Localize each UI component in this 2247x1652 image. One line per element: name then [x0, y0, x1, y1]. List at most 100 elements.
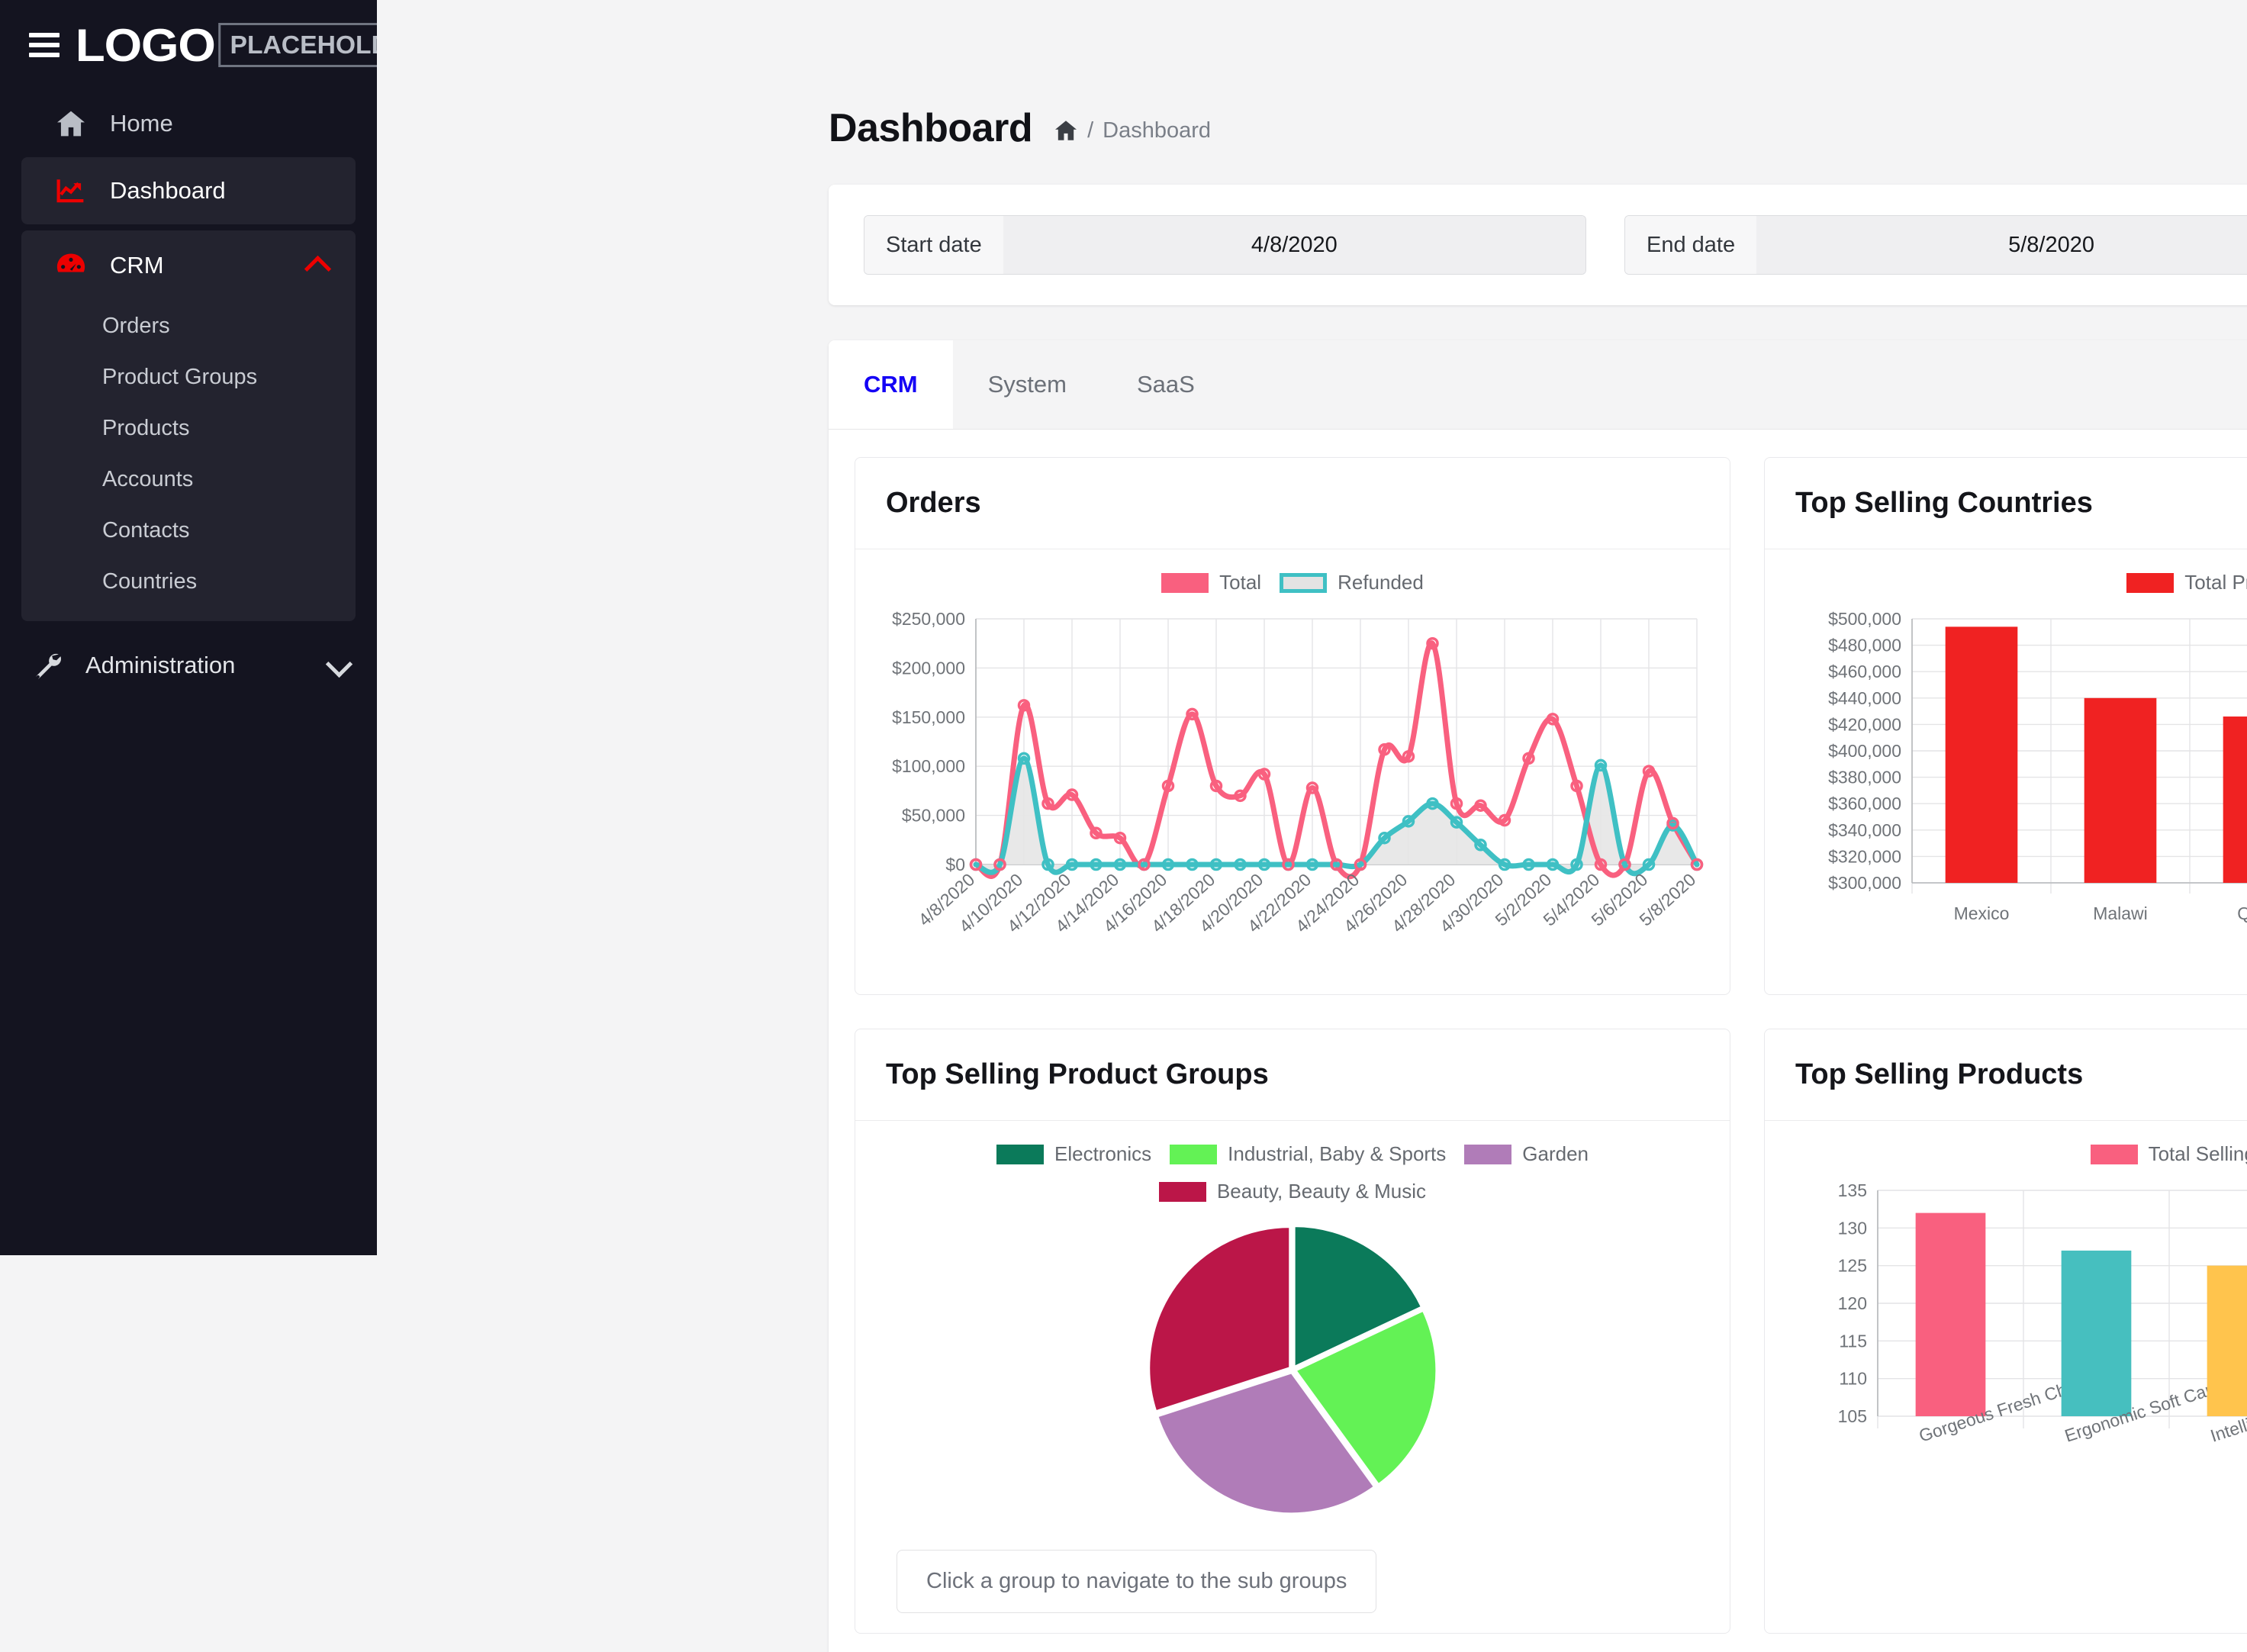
legend-swatch — [1158, 1181, 1206, 1202]
legend-item-total-selling-count[interactable]: Total Selling Count — [2090, 1142, 2247, 1166]
svg-text:$250,000: $250,000 — [892, 609, 965, 629]
pie-slice[interactable] — [1293, 1309, 1438, 1486]
legend-label: Beauty, Beauty & Music — [1216, 1180, 1427, 1203]
card-top-selling-product-groups: Top Selling Product Groups Electronics — [855, 1029, 1730, 1634]
sidebar-item-crm[interactable]: CRM — [21, 230, 356, 301]
legend-label: Total Selling Count — [2148, 1142, 2247, 1165]
legend-swatch — [1280, 572, 1328, 593]
tab-system[interactable]: System — [987, 371, 1067, 398]
pie-slice[interactable] — [1293, 1225, 1424, 1369]
main-content: English admin Dashboard / Dash — [377, 0, 2247, 1652]
svg-text:$480,000: $480,000 — [1828, 636, 1901, 655]
legend-swatch — [2090, 1144, 2138, 1164]
pie-slice[interactable] — [1148, 1225, 1292, 1413]
svg-text:$200,000: $200,000 — [892, 658, 965, 678]
countries-legend: Total Price — [1786, 571, 2247, 594]
svg-text:135: 135 — [1838, 1180, 1867, 1200]
svg-text:$360,000: $360,000 — [1828, 794, 1901, 813]
card-products-body: Total Selling Count 105 110 115 120 125 130 13… — [1765, 1121, 2247, 1566]
tab-saas[interactable]: SaaS — [1136, 371, 1195, 398]
card-product-groups-header: Top Selling Product Groups — [855, 1029, 1730, 1121]
pie-hint-text[interactable]: Click a group to navigate to the sub gro… — [897, 1550, 1377, 1613]
card-top-selling-products: Top Selling Products Total Selling Count… — [1764, 1029, 2247, 1634]
card-countries-body: Total Price $300,000 $320,000 $340,000 $360… — [1765, 549, 2247, 994]
sidebar-subitem-product-groups[interactable]: Product Groups — [102, 365, 258, 389]
svg-text:110: 110 — [1839, 1369, 1867, 1389]
svg-text:125: 125 — [1838, 1256, 1867, 1276]
legend-label: Industrial, Baby & Sports — [1228, 1142, 1447, 1165]
sidebar-subitem-contacts[interactable]: Contacts — [102, 518, 190, 543]
svg-text:$320,000: $320,000 — [1828, 846, 1901, 866]
tab-panel-crm: Orders Total Refunded — [829, 430, 2247, 1652]
sidebar-group-crm: CRM Orders Product Groups Products Accou… — [21, 230, 356, 621]
start-date-label: Start date — [864, 216, 1003, 274]
breadcrumb-current: Dashboard — [1103, 118, 1212, 143]
topbar: English admin — [377, 0, 2247, 84]
card-title: Top Selling Countries — [1795, 487, 2093, 519]
card-product-groups-body: Electronics Industrial, Baby & Sports Ga… — [855, 1121, 1730, 1633]
svg-text:Qatar: Qatar — [2237, 903, 2247, 923]
svg-text:$0: $0 — [945, 855, 965, 874]
sidebar-item-home[interactable]: Home — [21, 90, 356, 157]
product-groups-legend-row2: Beauty, Beauty & Music — [877, 1180, 1708, 1203]
home-icon — [53, 110, 89, 137]
legend-item-garden[interactable]: Garden — [1464, 1142, 1589, 1166]
svg-text:$100,000: $100,000 — [892, 756, 965, 776]
gauge-icon — [53, 251, 89, 280]
legend-swatch — [1161, 572, 1209, 593]
legend-item-electronics[interactable]: Electronics — [996, 1142, 1151, 1166]
page-title: Dashboard — [829, 106, 1033, 150]
countries-bar-chart: $300,000 $320,000 $340,000 $360,000 $380,000… — [1828, 609, 2247, 923]
sidebar-subitem-accounts[interactable]: Accounts — [102, 467, 194, 491]
legend-item-total[interactable]: Total — [1161, 571, 1261, 594]
home-icon[interactable] — [1054, 120, 1078, 141]
wrench-icon — [32, 651, 64, 680]
sidebar-item-administration[interactable]: Administration — [0, 630, 377, 700]
card-top-selling-countries: Top Selling Countries Total Price $300,0… — [1764, 457, 2247, 995]
svg-text:$50,000: $50,000 — [902, 806, 965, 826]
logo: LOGO PLACEHOLDER — [75, 19, 437, 72]
legend-item-beauty-beauty-music[interactable]: Beauty, Beauty & Music — [1158, 1180, 1427, 1203]
chevron-up-icon[interactable] — [307, 255, 328, 276]
legend-swatch — [2126, 572, 2175, 593]
start-date-input[interactable]: 4/8/2020 — [1003, 216, 1585, 274]
pie-slice[interactable] — [1155, 1371, 1376, 1515]
end-date-field[interactable]: End date 5/8/2020 — [1624, 215, 2247, 275]
sidebar-subitem-orders[interactable]: Orders — [102, 314, 170, 338]
logo-text: LOGO — [75, 19, 216, 71]
svg-text:105: 105 — [1838, 1406, 1867, 1426]
svg-text:$380,000: $380,000 — [1828, 768, 1901, 787]
sidebar-subitem-countries[interactable]: Countries — [102, 569, 198, 594]
legend-swatch — [1170, 1144, 1218, 1164]
svg-text:$300,000: $300,000 — [1828, 873, 1901, 893]
legend-label: Total Price — [2184, 571, 2247, 594]
card-title: Orders — [886, 487, 981, 519]
card-orders-header: Orders — [855, 458, 1730, 549]
sidebar-subitem-products[interactable]: Products — [102, 416, 190, 440]
orders-legend: Total Refunded — [877, 571, 1708, 594]
start-date-field[interactable]: Start date 4/8/2020 — [864, 215, 1586, 275]
legend-item-refunded[interactable]: Refunded — [1280, 571, 1424, 594]
card-countries-header: Top Selling Countries — [1765, 458, 2247, 549]
hamburger-menu-icon[interactable] — [29, 33, 60, 57]
svg-text:$440,000: $440,000 — [1828, 688, 1901, 708]
end-date-input[interactable]: 5/8/2020 — [1756, 216, 2247, 274]
legend-label: Electronics — [1054, 1142, 1152, 1165]
legend-swatch — [1464, 1144, 1512, 1164]
chevron-down-icon[interactable] — [328, 655, 349, 676]
chart-line-icon — [53, 177, 89, 204]
tab-crm[interactable]: CRM — [829, 340, 953, 429]
legend-item-total-price[interactable]: Total Price — [2126, 571, 2247, 594]
filter-bar: Start date 4/8/2020 End date 5/8/2020 Re… — [829, 185, 2247, 305]
svg-text:Mexico: Mexico — [1954, 903, 2010, 923]
product-groups-pie-chart[interactable] — [877, 1217, 1708, 1530]
card-products-header: Top Selling Products — [1765, 1029, 2247, 1121]
legend-item-industrial-baby-sports[interactable]: Industrial, Baby & Sports — [1170, 1142, 1446, 1166]
sidebar-item-dashboard[interactable]: Dashboard — [21, 157, 356, 224]
svg-text:$400,000: $400,000 — [1828, 741, 1901, 761]
sidebar-item-label: Dashboard — [110, 177, 226, 204]
breadcrumb-separator: / — [1087, 118, 1094, 143]
svg-text:$150,000: $150,000 — [892, 707, 965, 727]
